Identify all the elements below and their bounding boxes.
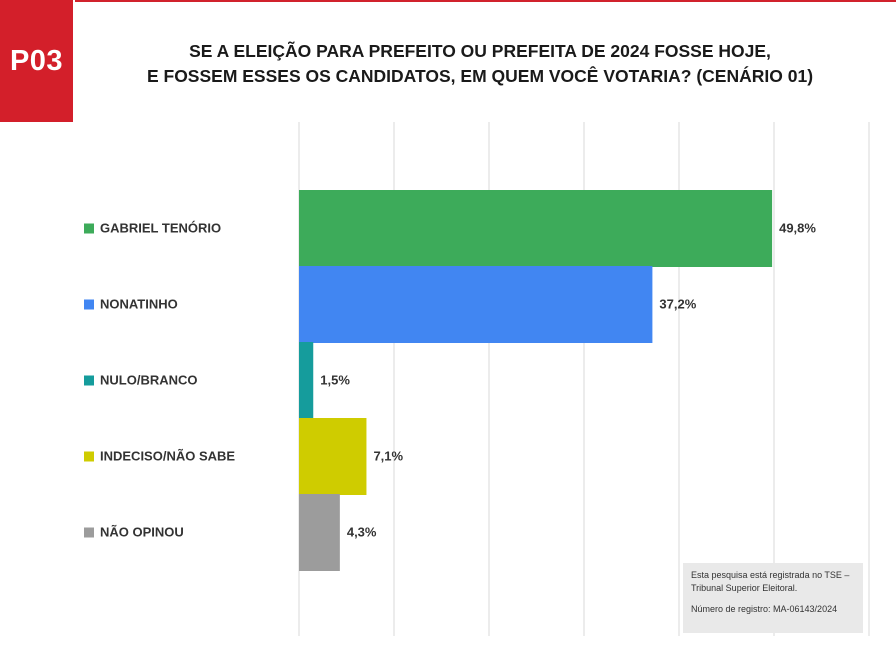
legend-swatch-3 [84,451,94,462]
category-label: INDECISO/NÃO SABE [100,449,235,464]
bar-3 [299,418,367,495]
chart-title-line-1: SE A ELEIÇÃO PARA PREFEITO OU PREFEITA D… [189,41,771,61]
tse-registration-note: Esta pesquisa está registrada no TSE – T… [683,563,863,633]
bars [299,190,773,571]
chart-title: SE A ELEIÇÃO PARA PREFEITO OU PREFEITA D… [110,39,850,89]
category-label: NÃO OPINOU [100,525,184,540]
category-label: NONATINHO [100,297,178,312]
bar-0 [299,190,773,267]
note-line-2: Tribunal Superior Eleitoral. [691,583,798,593]
note-line-1: Esta pesquisa está registrada no TSE – [691,570,850,580]
value-label: 7,1% [373,449,403,464]
legend-swatch-4 [84,527,94,538]
legend-swatch-0 [84,223,94,234]
value-label: 4,3% [347,525,377,540]
chart-title-line-2: E FOSSEM ESSES OS CANDIDATOS, EM QUEM VO… [146,66,814,86]
value-label: 1,5% [320,373,350,388]
question-badge: P03 [0,0,73,122]
legend-swatch-1 [84,299,94,310]
legend: GABRIEL TENÓRIO NONATINHO NULO/BRANCO INDEC… [84,221,235,540]
legend-swatch-2 [84,375,94,386]
category-label: NULO/BRANCO [100,373,198,388]
value-label: 37,2% [659,297,696,312]
category-label: GABRIEL TENÓRIO [100,221,221,236]
note-registration-number: Número de registro: MA-06143/2024 [691,604,838,614]
value-labels: 49,8% 37,2% 1,5% 7,1% 4,3% [320,221,816,540]
bar-2 [299,342,314,419]
value-label: 49,8% [779,221,816,236]
bar-1 [299,266,653,343]
bar-4 [299,494,340,571]
top-rule [75,0,896,2]
